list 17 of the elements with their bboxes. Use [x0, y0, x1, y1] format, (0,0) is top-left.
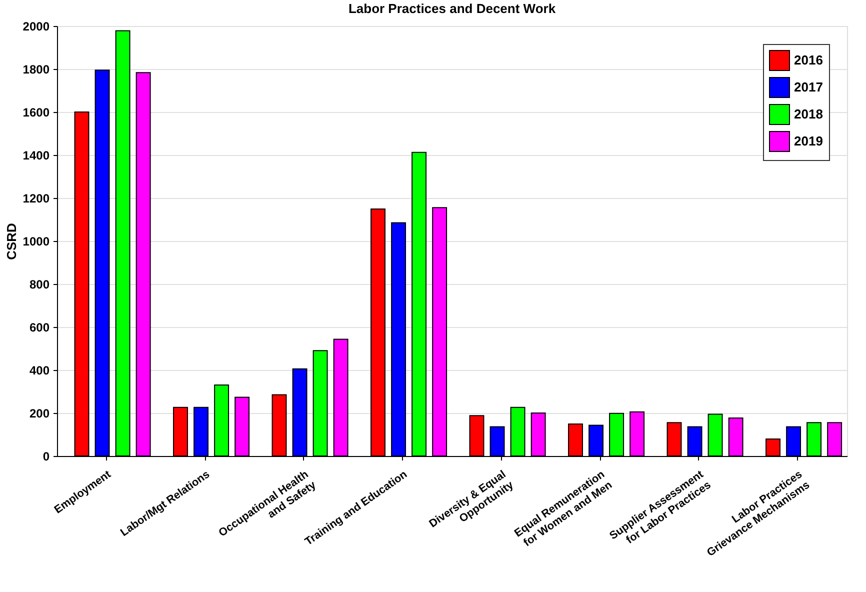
- legend-label: 2016: [794, 52, 823, 68]
- y-tick-label: 200: [29, 406, 50, 420]
- chart-title: Labor Practices and Decent Work: [348, 1, 556, 16]
- y-tick-label: 800: [29, 278, 50, 292]
- y-tick-label: 1000: [22, 234, 50, 248]
- y-tick-label: 2000: [22, 20, 50, 34]
- y-tick-label: 400: [29, 364, 50, 378]
- legend-label: 2017: [794, 80, 823, 94]
- legend-label: 2019: [794, 134, 823, 148]
- y-tick-label: 1400: [22, 148, 50, 162]
- y-tick-label: 1200: [22, 192, 50, 206]
- y-axis-title: CSRD: [4, 223, 19, 260]
- y-tick-label: 1800: [22, 62, 50, 76]
- legend-label: 2018: [794, 106, 823, 122]
- y-tick-label: 0: [42, 450, 50, 464]
- y-tick-label: 1600: [22, 106, 50, 120]
- y-tick-label: 600: [29, 320, 50, 334]
